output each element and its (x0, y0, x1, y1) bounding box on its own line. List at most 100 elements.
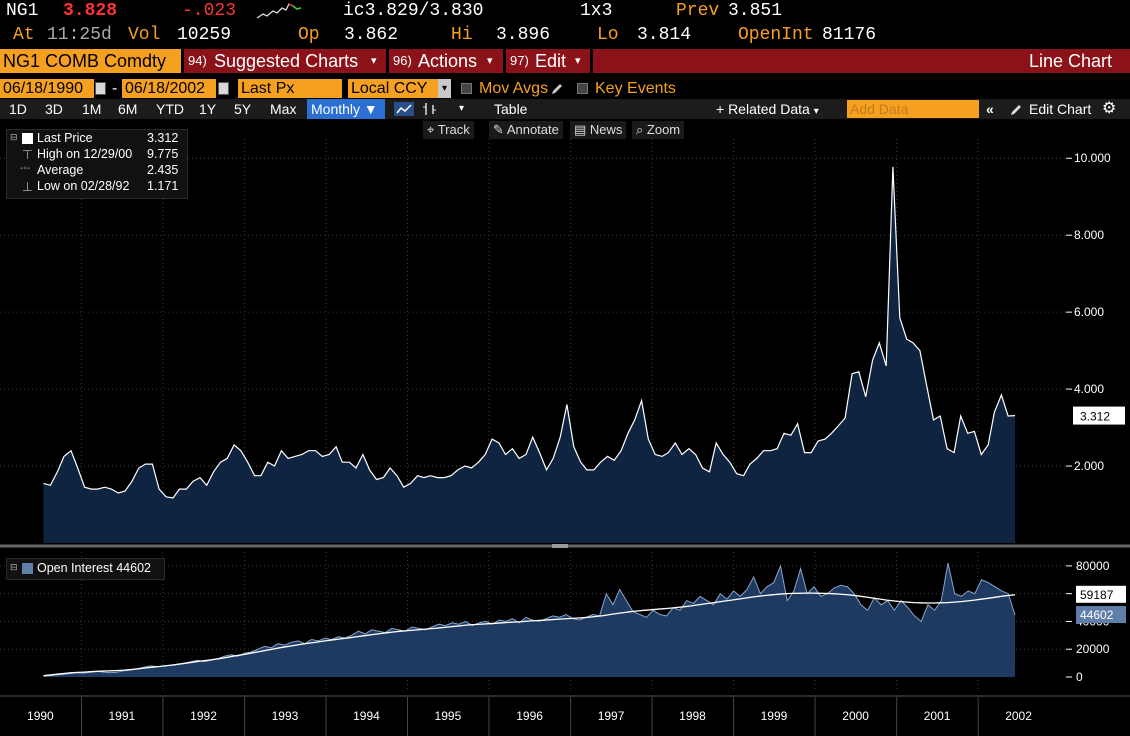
track-label: Track (437, 122, 470, 137)
chart-tools-bar: ⌖ Track ✎ Annotate ▤ News ⌕ Zoom (0, 121, 1130, 139)
key-events-checkbox[interactable] (577, 83, 588, 94)
y-tick-label: 80000 (1076, 559, 1110, 573)
edit-button[interactable]: 97) Edit ▾ (506, 49, 590, 73)
price-area (43, 166, 1015, 543)
y-tick-label: 8.000 (1074, 228, 1104, 242)
oi-legend: ⊟ Open Interest 44602 (6, 558, 165, 580)
chevron-down-icon: ▾ (371, 55, 377, 67)
pencil-icon[interactable] (550, 82, 564, 96)
start-date-field[interactable]: 06/18/1990 (0, 79, 94, 98)
range-1y[interactable]: 1Y (199, 101, 217, 117)
related-data-button[interactable]: + Related Data ▾ (716, 99, 819, 119)
open-interest-average-line (43, 592, 1016, 677)
x-tick-label: 1995 (435, 709, 462, 723)
chevron-down-icon[interactable]: ▾ (438, 79, 451, 98)
openint-value: 81176 (822, 25, 877, 45)
collapse-icon[interactable]: ⊟ (10, 562, 18, 572)
series-swatch (22, 563, 33, 574)
last-price: 3.828 (63, 1, 118, 21)
collapse-icon[interactable]: ⊟ (10, 132, 18, 142)
vol-label: Vol (128, 25, 161, 45)
sparkline-icon (256, 3, 302, 19)
vol-value: 10259 (177, 25, 232, 45)
hi-value: 3.896 (496, 25, 551, 45)
mov-avgs-checkbox[interactable] (461, 83, 472, 94)
last-price-tag (1073, 406, 1125, 425)
zoom-label: Zoom (646, 122, 681, 137)
line-chart-icon[interactable] (394, 102, 414, 116)
op-value: 3.862 (344, 25, 399, 45)
last-price-tag-label: 3.312 (1080, 410, 1110, 424)
range-5y[interactable]: 5Y (234, 101, 252, 117)
average-tag (1076, 585, 1126, 603)
currency-select[interactable]: Local CCY (348, 79, 438, 98)
security-field[interactable]: NG1 COMB Comdty (0, 49, 181, 73)
gear-icon[interactable]: ⚙ (1102, 100, 1117, 117)
collapse-icon[interactable]: « (986, 101, 994, 117)
news-icon: ▤ (574, 122, 587, 137)
at-label: At (13, 25, 35, 45)
candle-chart-icon[interactable] (421, 102, 439, 116)
date-bar: 06/18/1990 - 06/18/2002 Last Px Local CC… (0, 79, 1130, 98)
x-tick-label: 2001 (924, 709, 951, 723)
average-tag-label: 59187 (1080, 588, 1114, 602)
magnifier-icon: ⌕ (636, 122, 644, 137)
annotate-button[interactable]: ✎ Annotate (489, 121, 563, 139)
edit-chart-button[interactable]: Edit Chart (1029, 101, 1092, 117)
low-marker-icon: ⊥ (22, 180, 33, 194)
mov-avgs-label: Mov Avgs (479, 80, 549, 97)
add-data-input[interactable]: Add Data (847, 100, 979, 118)
track-button[interactable]: ⌖ Track (423, 121, 474, 139)
x-tick-label: 1997 (598, 709, 625, 723)
range-1d[interactable]: 1D (9, 101, 27, 117)
range-max[interactable]: Max (270, 101, 297, 117)
suggested-number: 94) (188, 53, 207, 68)
chevron-down-icon[interactable]: ▾ (459, 103, 465, 114)
calendar-icon[interactable] (95, 82, 106, 95)
range-6m[interactable]: 6M (118, 101, 138, 117)
x-tick-label: 1990 (27, 709, 54, 723)
quote-row-2: At 11:25d Vol 10259 Op 3.862 Hi 3.896 Lo… (0, 24, 1130, 48)
open-interest-tag-label: 44602 (1080, 608, 1114, 622)
suggested-charts-button[interactable]: 94) Suggested Charts ▾ (184, 49, 386, 73)
range-3d[interactable]: 3D (45, 101, 63, 117)
chevron-down-icon: ▾ (487, 55, 493, 67)
open-interest-label: Open Interest 44602 (37, 561, 151, 575)
low-label: Low on 02/28/92 (37, 179, 130, 193)
x-tick-label: 2002 (1005, 709, 1032, 723)
news-label: News (589, 122, 623, 137)
prev-label: Prev (676, 1, 720, 21)
price-line (43, 166, 1016, 499)
ticker: NG1 (6, 1, 39, 21)
range-1m[interactable]: 1M (82, 101, 102, 117)
date-dash: - (112, 80, 118, 97)
average-label: Average (37, 163, 84, 177)
open-interest-tag (1076, 606, 1126, 624)
calendar-icon[interactable] (218, 82, 229, 95)
low-value: 1.171 (147, 179, 179, 193)
y-tick-label: 0 (1076, 670, 1083, 684)
period-select[interactable]: Monthly ▼ (307, 99, 385, 119)
lo-value: 3.814 (637, 25, 692, 45)
actions-button[interactable]: 96) Actions ▾ (389, 49, 503, 73)
table-button[interactable]: Table (494, 101, 528, 117)
y-tick-label: 20000 (1076, 642, 1110, 656)
range-ytd[interactable]: YTD (156, 101, 184, 117)
y-tick-label: 6.000 (1074, 305, 1104, 319)
key-events-label: Key Events (595, 80, 676, 97)
chevron-down-icon: ▾ (813, 106, 819, 117)
last-price-value: 3.312 (147, 131, 179, 145)
prev-value: 3.851 (728, 1, 783, 21)
price-legend: ⊟ Last Price 3.312 ⊤ High on 12/29/00 9.… (6, 129, 188, 199)
actions-label: Actions (418, 51, 478, 71)
y-tick-label: 60000 (1076, 587, 1110, 601)
end-date-field[interactable]: 06/18/2002 (122, 79, 216, 98)
zoom-button[interactable]: ⌕ Zoom (632, 121, 685, 139)
quote-time: 11:25d (47, 25, 112, 45)
pane-resize-handle (552, 544, 568, 548)
pencil-icon[interactable] (1009, 103, 1023, 117)
high-label: High on 12/29/00 (37, 147, 133, 161)
open-interest-line (43, 562, 1016, 677)
price-field-select[interactable]: Last Px (238, 79, 342, 98)
news-button[interactable]: ▤ News (570, 121, 627, 139)
